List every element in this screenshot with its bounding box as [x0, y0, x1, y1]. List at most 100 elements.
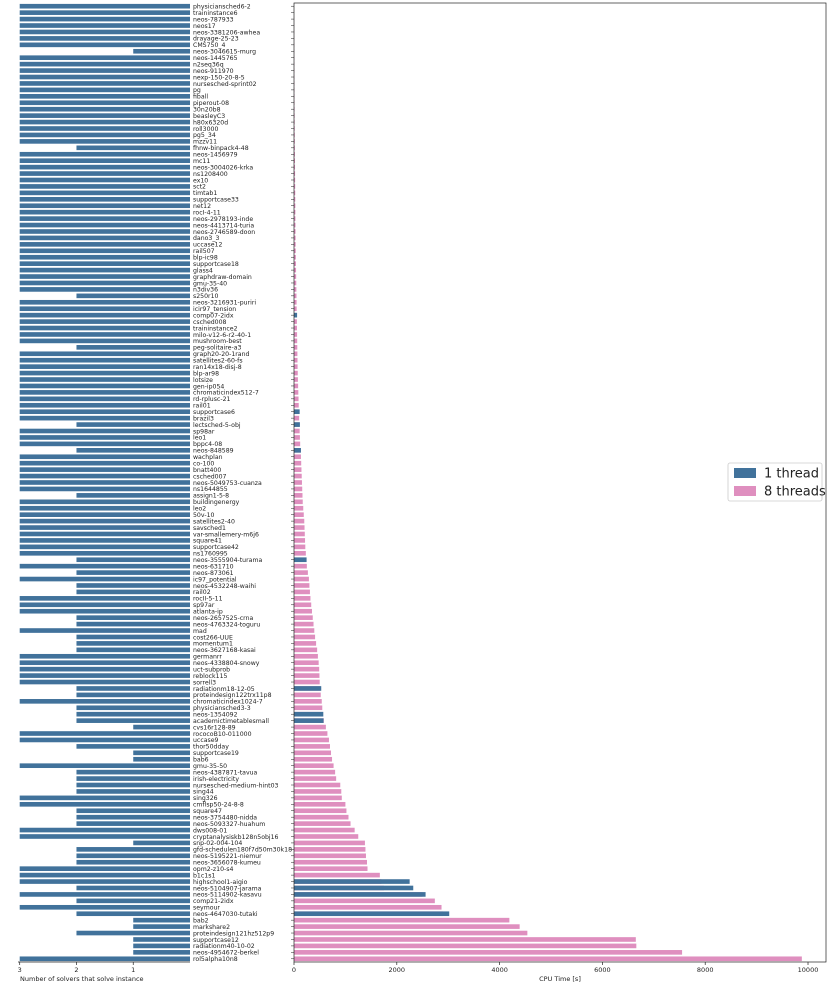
- bar: [294, 345, 298, 350]
- bar: [19, 113, 190, 118]
- bar: [19, 100, 190, 106]
- category-label: neos-848589: [193, 448, 234, 455]
- category-label: blp-ar98: [193, 370, 219, 377]
- bar: [294, 853, 366, 859]
- bar: [19, 460, 190, 466]
- category-label: gmu-35-40: [193, 280, 227, 287]
- bar: [19, 544, 190, 550]
- category-label: bab6: [193, 757, 209, 764]
- bar: [133, 917, 190, 923]
- category-label: neos-5114902-kasavu: [193, 892, 262, 899]
- category-label: mc11: [193, 158, 210, 165]
- category-label: satellites2-40: [193, 518, 235, 525]
- bar: [19, 377, 190, 382]
- category-label: square47: [193, 808, 222, 815]
- category-label: neos-3656078-kumeu: [193, 860, 261, 867]
- category-label: chromaticindex1024-7: [193, 699, 263, 706]
- bar: [294, 396, 299, 402]
- category-label: chromaticindex512-7: [193, 390, 259, 397]
- category-label: fiball: [193, 94, 208, 101]
- bar: [19, 550, 190, 556]
- bar: [19, 190, 190, 196]
- bar: [76, 885, 190, 891]
- category-label: neos-1354092: [193, 712, 238, 719]
- category-label: cost266-UUE: [193, 634, 233, 641]
- category-label: bppc4-08: [193, 441, 222, 448]
- bar: [294, 904, 442, 910]
- category-label: peg-solitaire-a3: [193, 345, 242, 352]
- bar: [19, 94, 190, 99]
- category-label: nursesched-sprint02: [193, 81, 257, 88]
- bar: [294, 692, 321, 698]
- category-label: s250r10: [193, 293, 219, 300]
- bar: [19, 602, 190, 608]
- bar: [19, 267, 190, 273]
- bar: [76, 634, 190, 640]
- category-label: uct-subprob: [193, 666, 230, 673]
- bar: [19, 673, 190, 678]
- bar: [76, 686, 190, 691]
- bar: [294, 319, 297, 324]
- bar: [76, 621, 190, 627]
- bar: [76, 808, 190, 814]
- bar: [294, 634, 316, 640]
- category-label: sorrell3: [193, 679, 216, 686]
- bar: [294, 608, 312, 614]
- bar: [76, 145, 190, 151]
- bar: [294, 885, 414, 891]
- bar: [294, 653, 318, 659]
- bar: [19, 435, 190, 440]
- bar: [294, 550, 306, 556]
- bar: [294, 409, 300, 415]
- category-label: neos-4413714-turia: [193, 222, 254, 229]
- category-label: neos-5195221-niemur: [193, 853, 262, 860]
- category-label: uccase12: [193, 242, 222, 249]
- x-tick-label: 0: [292, 966, 296, 974]
- x-axis-label: CPU Time [s]: [539, 975, 581, 983]
- bar: [294, 576, 309, 582]
- bar: [294, 705, 323, 711]
- bar: [294, 274, 297, 279]
- bar: [76, 744, 190, 749]
- category-label: sp97ar: [193, 602, 215, 609]
- category-label: neos-4532248-waihi: [193, 583, 256, 590]
- bar: [19, 261, 190, 266]
- category-label: sing44: [193, 789, 214, 796]
- category-label: physiciansched3-3: [193, 705, 251, 712]
- bar: [294, 686, 322, 691]
- bar: [19, 660, 190, 666]
- category-label: icir97_tension: [193, 306, 236, 313]
- bar: [19, 370, 190, 376]
- category-label: bab2: [193, 917, 209, 924]
- bar: [19, 486, 190, 492]
- bar: [19, 531, 190, 537]
- bar: [294, 293, 297, 299]
- category-label: ex10: [193, 177, 208, 184]
- bar: [294, 151, 295, 157]
- bar: [19, 23, 190, 28]
- category-label: snp-02-004-104: [193, 840, 242, 847]
- bar: [294, 505, 304, 511]
- category-label: neos-4954672-berkel: [193, 950, 259, 957]
- bar: [294, 177, 296, 183]
- bar: [76, 789, 190, 794]
- bar: [76, 847, 190, 852]
- plot-frame: [293, 2, 827, 963]
- bar: [19, 402, 190, 408]
- category-label: neos-5049753-cuanza: [193, 480, 262, 487]
- bar: [19, 563, 190, 569]
- bar: [294, 795, 342, 801]
- bar: [294, 486, 303, 492]
- bar: [19, 74, 190, 80]
- bar: [19, 608, 190, 614]
- category-label: cvs16r128-89: [193, 724, 236, 731]
- bar: [294, 460, 302, 466]
- bar: [76, 898, 190, 904]
- category-label: drayage-25-23: [193, 36, 239, 43]
- bar: [76, 557, 190, 563]
- category-label: neos-5104907-jarama: [193, 885, 262, 892]
- category-label: supportcase19: [193, 750, 239, 757]
- category-label: leo2: [193, 506, 206, 513]
- category-label: neos-1445765: [193, 55, 238, 62]
- bar: [19, 827, 190, 833]
